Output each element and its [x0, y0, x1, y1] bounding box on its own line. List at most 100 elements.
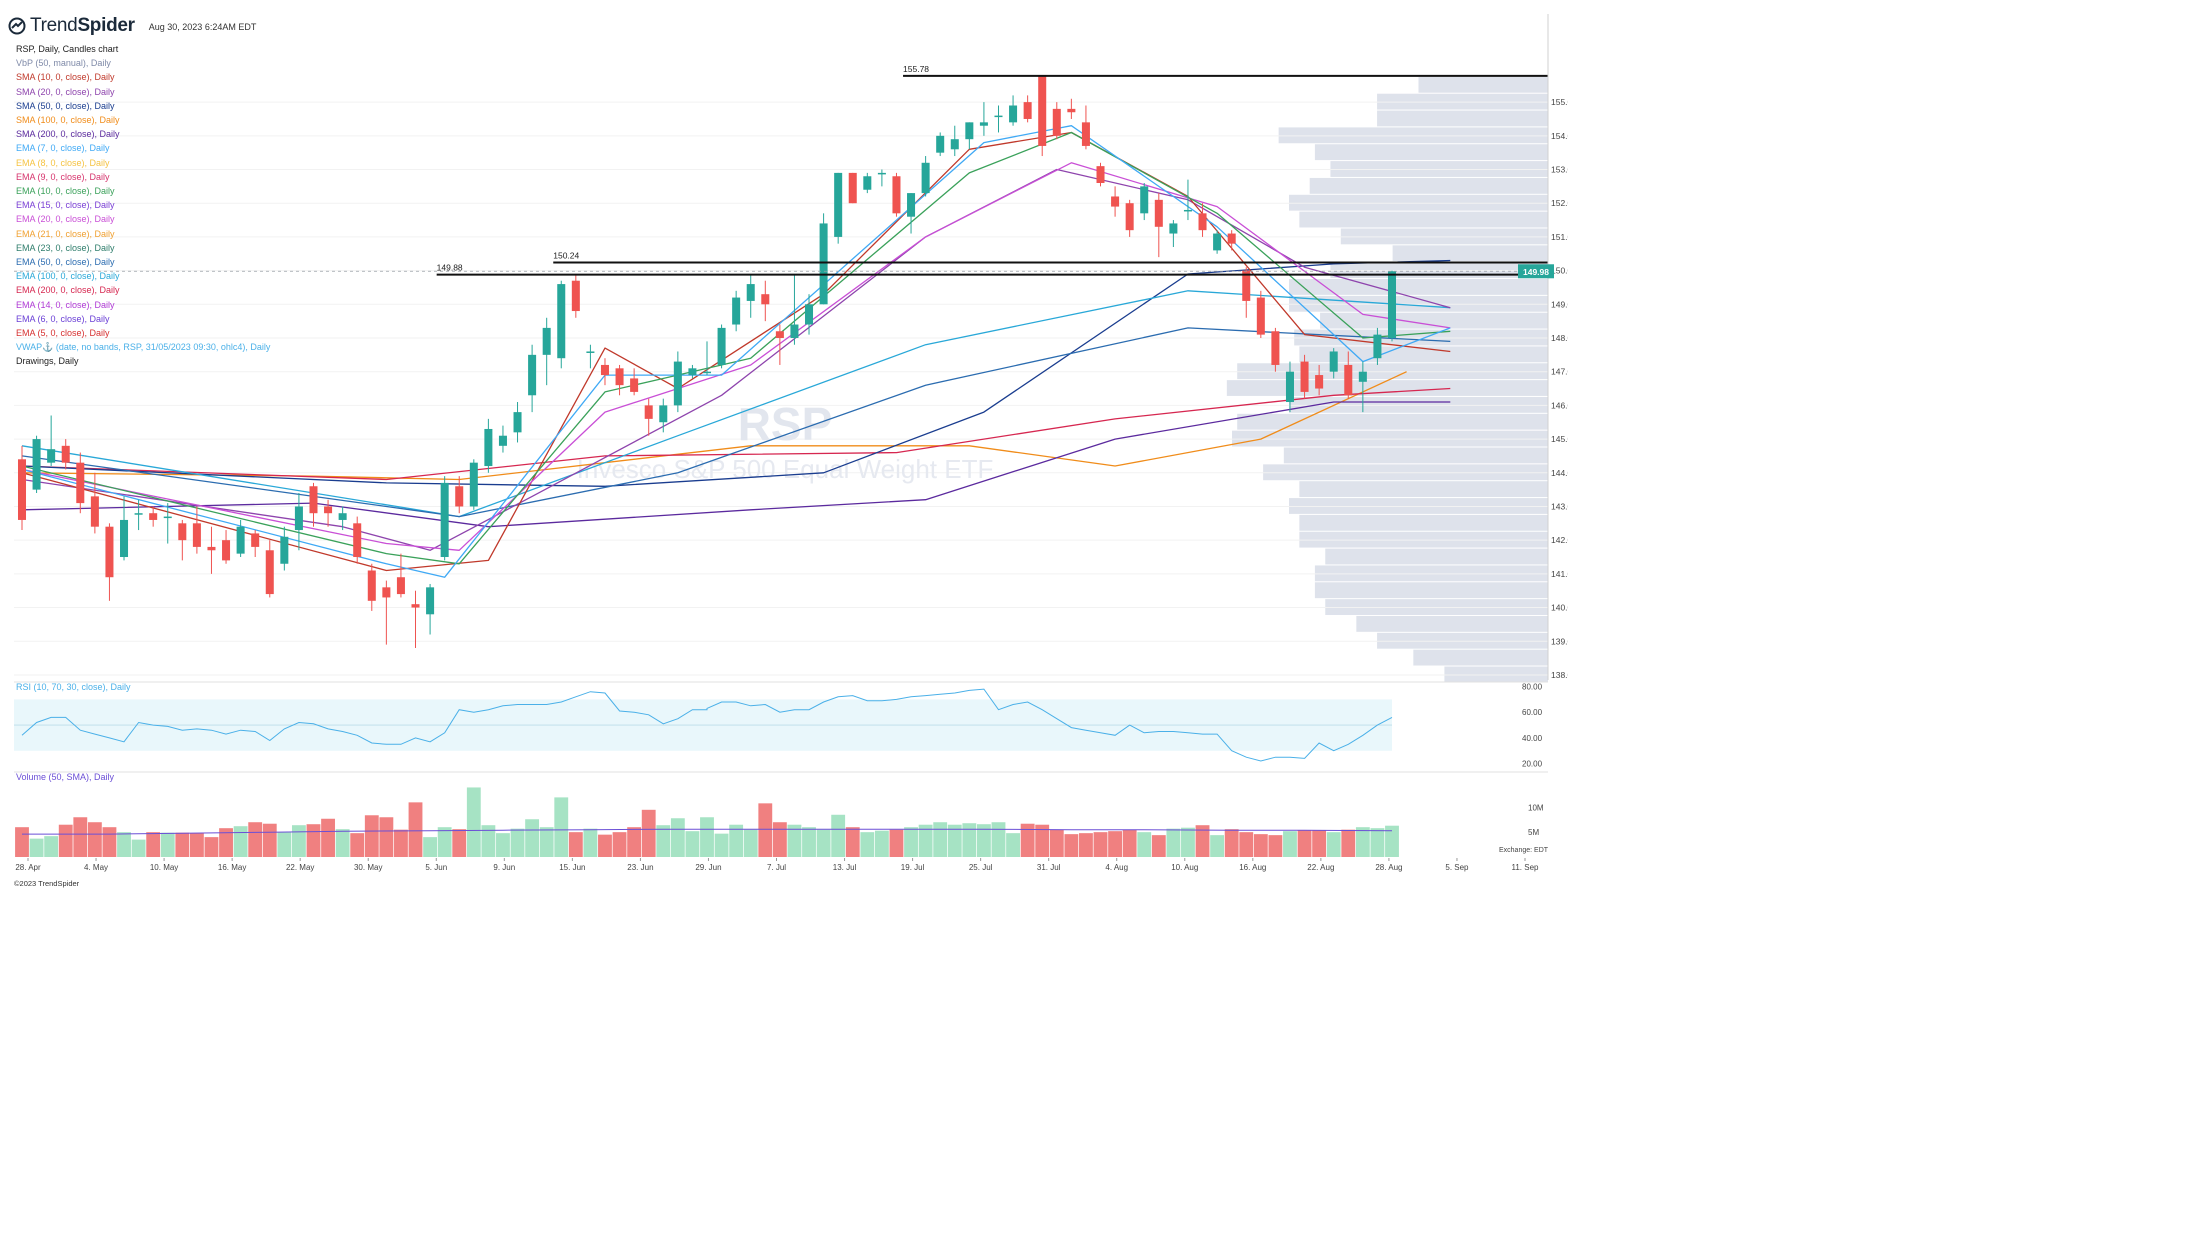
candle-body [294, 506, 303, 531]
price-tick-label: 138.00 [1551, 670, 1568, 680]
candle-body [484, 428, 493, 467]
legend-item[interactable]: EMA (10, 0, close), Daily [16, 186, 115, 197]
volume-bar [1385, 825, 1399, 857]
legend-item[interactable]: EMA (7, 0, close), Daily [16, 143, 110, 154]
date-tick-label: 19. Jul [901, 863, 925, 872]
legend-item[interactable]: EMA (200, 0, close), Daily [16, 285, 120, 296]
candle-body [1256, 297, 1265, 335]
candle-body [236, 526, 245, 554]
vbp-bar [1377, 632, 1548, 649]
legend-item[interactable]: EMA (50, 0, close), Daily [16, 257, 115, 268]
price-tick-label: 142.00 [1551, 535, 1568, 545]
legend-item[interactable]: SMA (10, 0, close), Daily [16, 72, 115, 83]
vbp-bar [1226, 380, 1548, 396]
candle-body [746, 284, 755, 301]
volume-bar [612, 832, 627, 857]
horizontal-drawings[interactable]: 155.78 150.24 149.88 [436, 64, 1548, 276]
volume-bar [1020, 823, 1035, 857]
candle-body [1227, 233, 1236, 244]
volume-bar [787, 824, 802, 857]
candle-body [979, 122, 988, 126]
candle-body [542, 327, 551, 355]
volume-bar [1151, 835, 1166, 857]
vbp-bar [1289, 279, 1548, 295]
volume-bar [583, 828, 598, 857]
legend-item[interactable]: SMA (50, 0, close), Daily [16, 100, 115, 111]
candle-body [557, 284, 566, 359]
volume-bar [656, 825, 671, 857]
legend-item[interactable]: EMA (6, 0, close), Daily [16, 313, 110, 324]
price-tick-label: 141.00 [1551, 569, 1568, 579]
volume-bar [1006, 833, 1020, 857]
price-tick-label: 154.00 [1551, 131, 1568, 141]
candle-body [513, 412, 522, 433]
volume-bar [335, 829, 350, 857]
volume-bar [918, 824, 933, 857]
candles[interactable] [17, 75, 1397, 648]
legend-item[interactable]: Drawings, Daily [16, 356, 79, 367]
legend-item[interactable]: SMA (200, 0, close), Daily [16, 129, 120, 140]
candle-body [528, 354, 537, 396]
candle-body [17, 459, 27, 520]
price-tick-label: 140.00 [1551, 603, 1568, 613]
legend-item[interactable]: RSP, Daily, Candles chart [16, 44, 119, 54]
volume-bar [1239, 832, 1254, 857]
legend-item[interactable]: EMA (15, 0, close), Daily [16, 200, 115, 211]
volume-bar [262, 823, 277, 857]
volume-bar [962, 823, 977, 857]
price-axis: 155.00154.00153.00152.00151.00150.00149.… [14, 14, 1568, 680]
candle-body [892, 176, 901, 214]
legend-item[interactable]: EMA (5, 0, close), Daily [16, 328, 110, 339]
volume-bar [15, 827, 29, 857]
legend-item[interactable]: EMA (20, 0, close), Daily [16, 214, 115, 225]
indicator-legend[interactable]: RSP, Daily, Candles chart VbP (50, manual… [16, 42, 270, 369]
candle-body [498, 435, 507, 446]
volume-bar [233, 826, 248, 857]
ma-line [21, 162, 1451, 551]
vbp-bar [1309, 177, 1548, 194]
candle-body [1111, 196, 1120, 207]
candle-body [586, 351, 595, 353]
legend-item[interactable]: EMA (23, 0, close), Daily [16, 242, 115, 253]
volume-bar [1108, 831, 1123, 857]
legend-item[interactable]: VbP (50, manual), Daily [16, 58, 111, 69]
candle-body [1125, 203, 1134, 231]
rsi-label[interactable]: RSI (10, 70, 30, close), Daily [16, 682, 131, 692]
candle-body [455, 486, 464, 507]
candle-body [192, 523, 201, 547]
volume-bar [845, 827, 860, 857]
date-tick-label: 16. Aug [1239, 863, 1266, 872]
candle-body [1242, 270, 1251, 301]
volume-bar [146, 832, 161, 857]
legend-item[interactable]: EMA (9, 0, close), Daily [16, 171, 110, 182]
moving-average-lines [21, 125, 1451, 578]
volume-bar [58, 824, 73, 857]
candle-body [105, 526, 114, 578]
legend-item[interactable]: EMA (100, 0, close), Daily [16, 271, 120, 282]
candle-body [863, 176, 872, 190]
legend-item[interactable]: SMA (100, 0, close), Daily [16, 115, 120, 126]
candle-body [47, 449, 56, 463]
candle-body [178, 523, 187, 541]
volume-label[interactable]: Volume (50, SMA), Daily [16, 772, 115, 782]
candle-body [834, 172, 843, 237]
legend-item[interactable]: VWAP⚓ (date, no bands, RSP, 31/05/2023 0… [16, 342, 271, 353]
chart-canvas[interactable]: RSP Invesco S&P 500 Equal Weight ETF 155… [0, 0, 1568, 893]
volume-bar [481, 825, 496, 857]
vbp-bar [1237, 413, 1548, 430]
volume-bar [102, 827, 117, 857]
candle-body [819, 223, 828, 305]
legend-item[interactable]: EMA (21, 0, close), Daily [16, 228, 115, 239]
price-tick-label: 143.00 [1551, 501, 1568, 511]
candle-body [469, 462, 478, 507]
volume-bar [189, 833, 204, 857]
volume-bar [627, 827, 642, 857]
brand-prefix: Trend [30, 15, 78, 36]
candle-body [207, 546, 216, 551]
volume-bar [1312, 830, 1327, 857]
price-tick-label: 147.00 [1551, 367, 1568, 377]
legend-item[interactable]: SMA (20, 0, close), Daily [16, 86, 115, 97]
legend-item[interactable]: EMA (14, 0, close), Daily [16, 299, 115, 310]
date-tick-label: 10. May [150, 863, 178, 872]
legend-item[interactable]: EMA (8, 0, close), Daily [16, 157, 110, 168]
